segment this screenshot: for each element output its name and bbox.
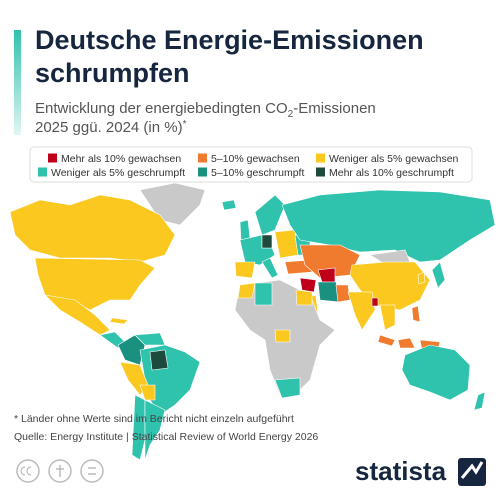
- country: [473, 391, 486, 411]
- country: [239, 219, 251, 241]
- country: [274, 377, 301, 399]
- country: [254, 282, 273, 306]
- subtitle-sup: *: [183, 119, 187, 130]
- country: [234, 261, 256, 279]
- country: [9, 194, 176, 263]
- country: [261, 234, 273, 249]
- country: [295, 289, 313, 306]
- legend-label: Weniger als 5% gewachsen: [329, 153, 459, 165]
- country: [221, 199, 237, 211]
- country: [397, 337, 416, 349]
- footnote: * Länder ohne Werte sind im Bericht nich…: [14, 413, 294, 425]
- country: [431, 261, 446, 289]
- country: [139, 384, 156, 401]
- country: [281, 189, 496, 263]
- subtitle-part: 2025 ggü. 2024 (in %): [35, 119, 183, 136]
- country: [144, 399, 166, 461]
- legend-swatch: [38, 167, 47, 177]
- country: [237, 282, 256, 299]
- legend-box: [29, 146, 473, 183]
- subtitle: 2025 ggü. 2024 (in %)*: [35, 119, 187, 136]
- country: [335, 284, 351, 303]
- country: [377, 334, 396, 347]
- country: [261, 257, 279, 279]
- country: [299, 277, 317, 293]
- country: [347, 291, 376, 331]
- country: [149, 349, 169, 371]
- legend-label: Mehr als 10% geschrumpft: [329, 167, 454, 179]
- title-line: schrumpfen: [35, 58, 190, 88]
- legend-swatch: [48, 153, 57, 163]
- country: [109, 317, 129, 325]
- subtitle-part: Entwicklung der energiebedingten CO: [35, 100, 288, 117]
- subtitle: Entwicklung der energiebedingten CO2-Emi…: [35, 100, 376, 120]
- country: [44, 294, 111, 336]
- country: [274, 229, 299, 259]
- legend-swatch: [316, 167, 325, 177]
- country: [254, 194, 286, 236]
- subtitle-part: -Emissionen: [293, 100, 376, 117]
- accent-bar: [14, 30, 21, 135]
- brand-logo: statista: [355, 456, 447, 486]
- country: [417, 271, 426, 285]
- legend-swatch: [198, 167, 207, 177]
- country: [401, 344, 471, 401]
- country: [274, 329, 291, 343]
- country: [131, 394, 146, 461]
- subtitle-sub: 2: [288, 109, 294, 120]
- country: [317, 281, 341, 303]
- country: [379, 304, 396, 331]
- legend-swatch: [198, 153, 207, 163]
- brand-icon: [458, 458, 486, 486]
- country: [371, 297, 379, 307]
- source: Quelle: Energy Institute | Statistical R…: [14, 431, 318, 443]
- legend-label: Weniger als 5% geschrumpft: [51, 167, 185, 179]
- country: [139, 182, 206, 226]
- title-line: Deutsche Energie-Emissionen: [35, 25, 424, 55]
- legend-label: 5–10% geschrumpft: [211, 167, 304, 179]
- legend: Mehr als 10% gewachsen 5–10% gewachsen Wen…: [38, 153, 459, 179]
- country: [411, 305, 421, 323]
- legend-label: Mehr als 10% gewachsen: [61, 153, 181, 165]
- legend-label: 5–10% gewachsen: [211, 153, 300, 165]
- country: [34, 257, 156, 311]
- license-icons: [16, 459, 104, 483]
- legend-swatch: [316, 153, 325, 163]
- country: [317, 267, 336, 283]
- world-map: [9, 182, 496, 461]
